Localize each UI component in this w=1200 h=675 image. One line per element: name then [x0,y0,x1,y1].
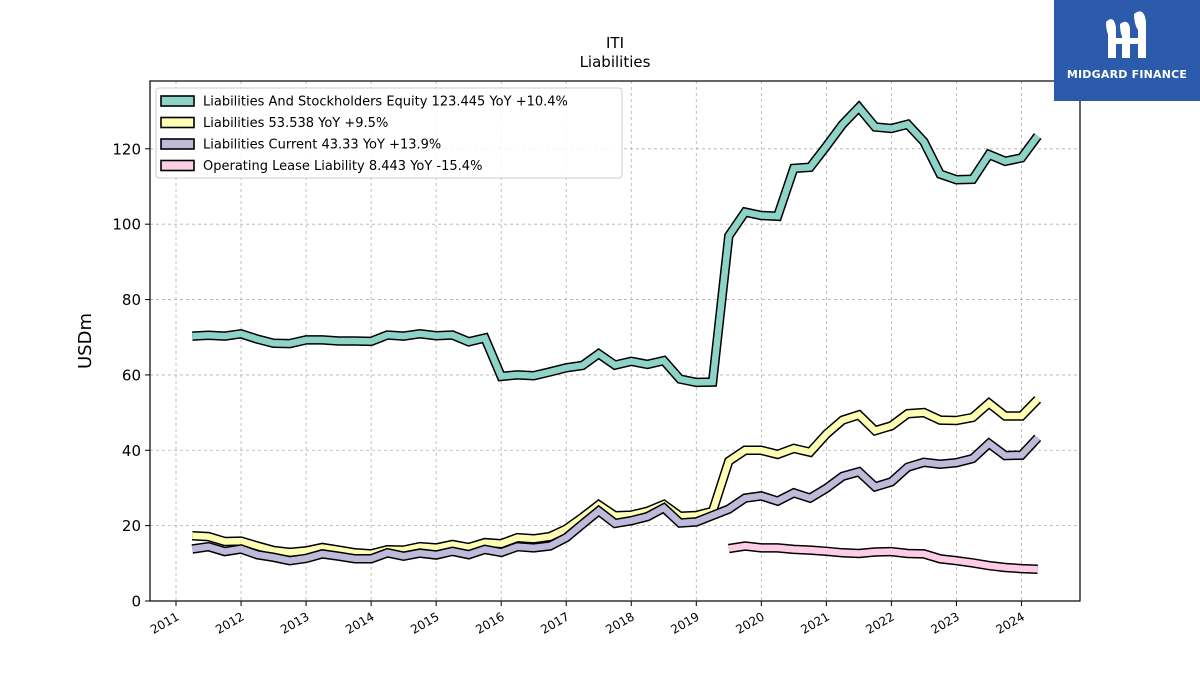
x-tick-label: 2017 [538,609,571,636]
legend-swatch [160,116,195,129]
x-tick-label: 2015 [408,609,441,636]
legend-label: Operating Lease Liability 8.443 YoY -15.… [203,159,482,174]
plot-frame [149,80,1081,602]
midgard-finance-logo: MIDGARD FINANCE [1054,0,1200,101]
x-tick-label: 2014 [343,609,376,636]
legend-swatch [160,138,195,150]
chart-title: ITI [606,34,624,52]
x-tick-label: 2022 [863,609,896,636]
series-line [192,102,1041,386]
series-2 [191,434,1042,566]
y-axis-label: USDm [75,313,96,369]
x-tick-label: 2011 [148,609,181,636]
y-tick-label: 120 [112,140,141,158]
logo-mark-icon [1106,11,1146,59]
x-tick-label: 2016 [473,609,506,636]
series-1 [192,396,1042,559]
series-line [191,435,1041,564]
y-tick-label: 80 [122,291,141,309]
x-tick-label: 2013 [278,609,311,636]
axes: 0 20 40 60 80 100 120 2011 2012 2013 2014 2015 2016 2… [112,140,1027,637]
series-0 [192,100,1042,388]
y-tick-label: 100 [112,216,141,234]
y-tick-label: 60 [122,366,141,384]
chart-subtitle: Liabilities [580,53,651,71]
series-line [728,542,1038,573]
x-tick-label: 2023 [928,609,961,636]
legend-box [155,87,623,179]
series-lines [191,100,1042,575]
x-tick-label: 2019 [668,609,701,636]
legend-label: Liabilities 53.538 YoY +9.5% [203,116,388,131]
series-line-outline [191,434,1042,566]
series-line-outline [192,396,1042,559]
y-tick-label: 20 [122,517,141,535]
legend: Liabilities And Stockholders Equity 123.… [155,87,623,179]
y-tick-label: 0 [131,593,141,611]
y-tick-label: 40 [122,442,141,460]
x-tick-label: 2024 [994,609,1027,636]
series-line [192,397,1041,558]
x-tick-label: 2021 [798,609,831,636]
x-tick-label: 2018 [603,609,636,636]
x-tick-label: 2020 [733,609,766,636]
x-tick-label: 2012 [213,609,246,636]
legend-swatch [160,159,195,172]
legend-label: Liabilities And Stockholders Equity 123.… [203,95,568,110]
legend-swatch [160,95,195,107]
legend-label: Liabilities Current 43.33 YoY +13.9% [203,138,441,153]
logo-text: MIDGARD FINANCE [1066,68,1188,81]
series-3 [728,541,1038,575]
